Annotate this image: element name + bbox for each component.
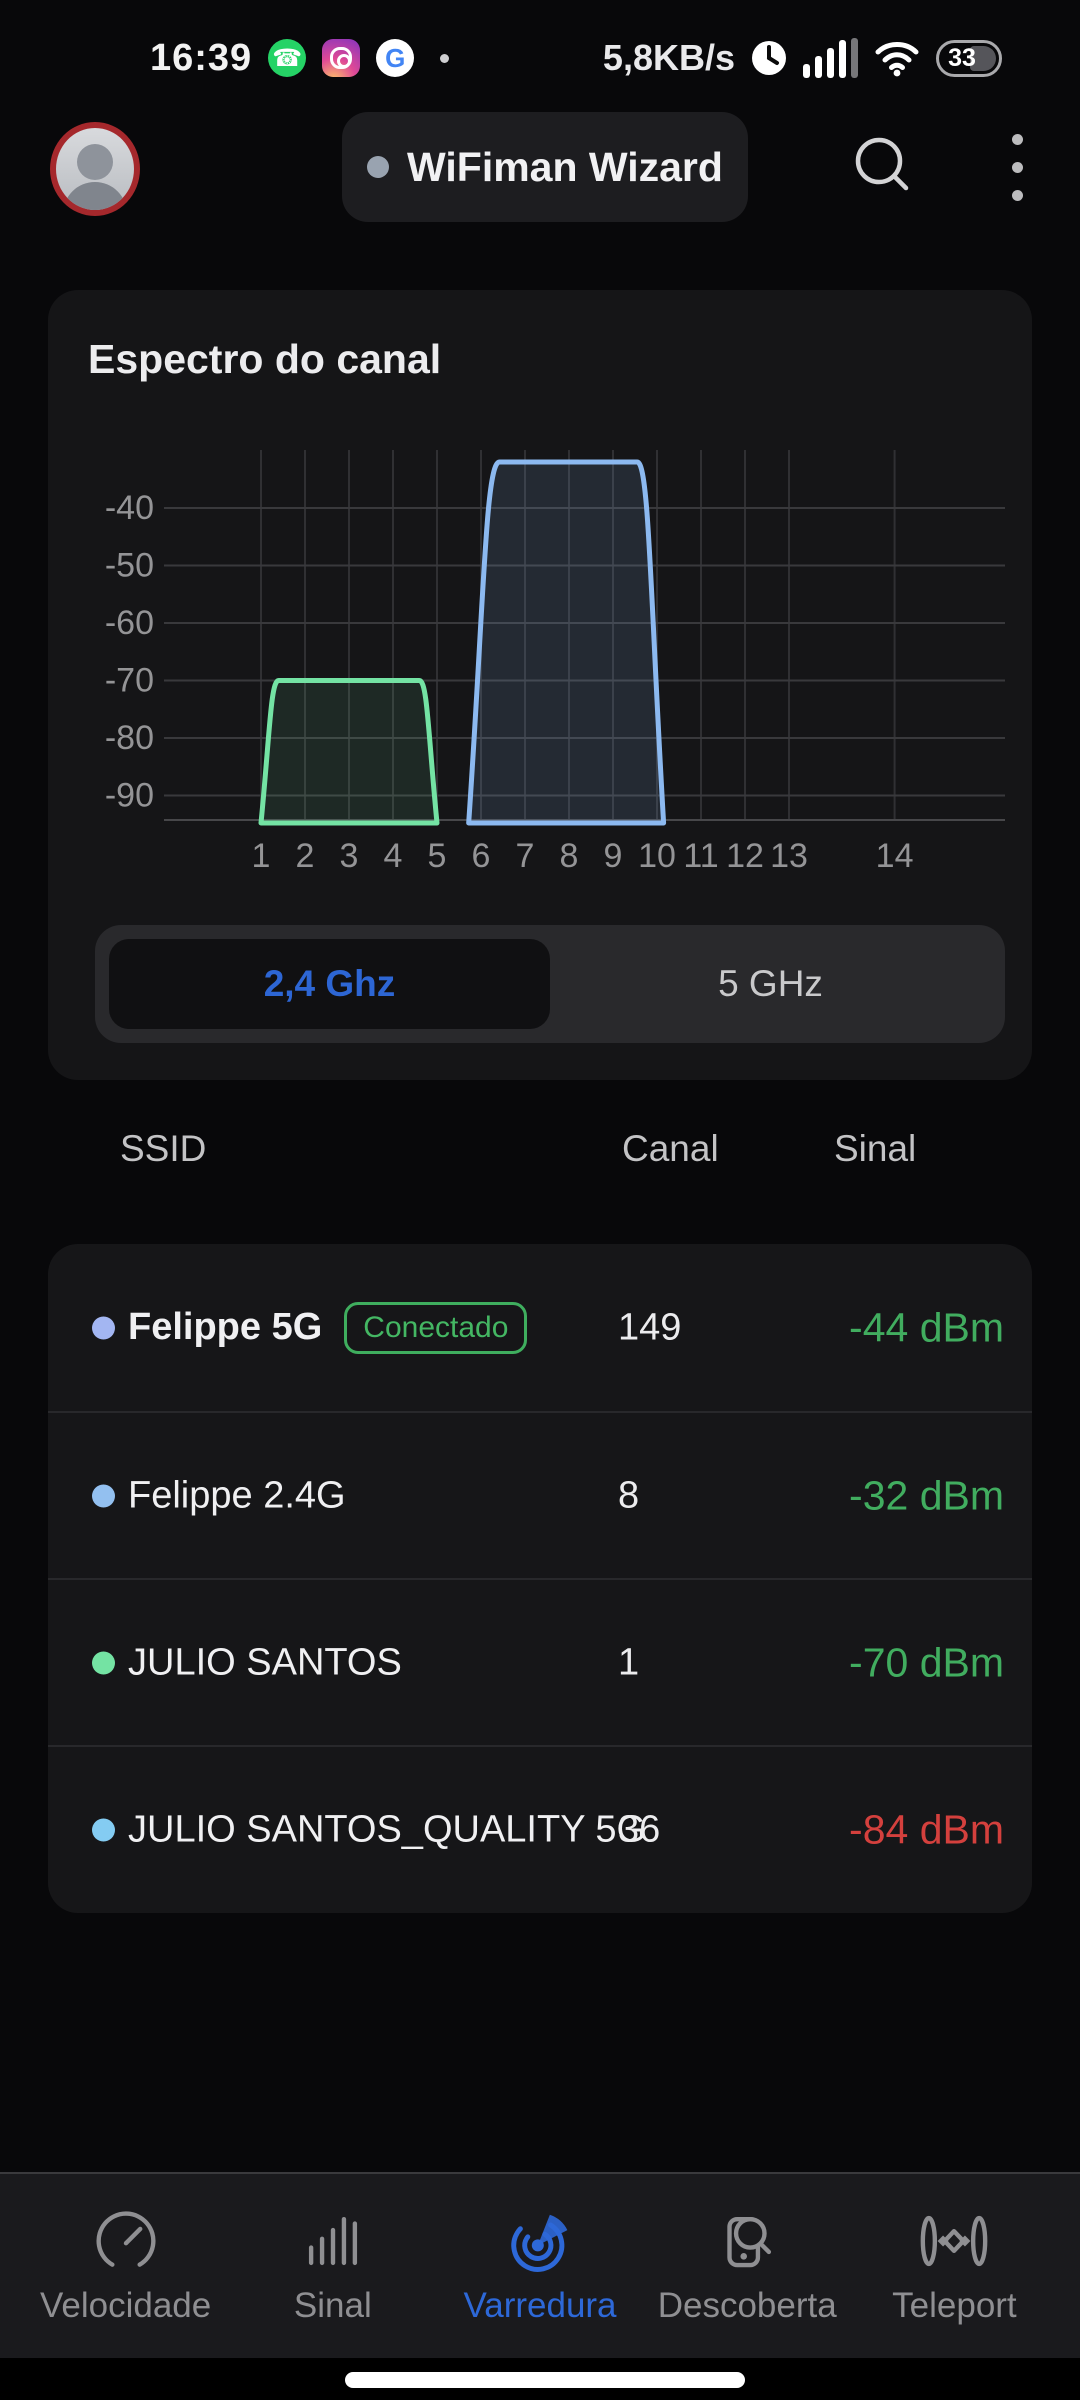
- app-title: WiFiman Wizard: [407, 143, 723, 190]
- status-bar: 16:39 ☎ G 5,8KB/s 33: [0, 18, 1080, 98]
- clock-time: 16:39: [150, 36, 253, 79]
- svg-text:11: 11: [683, 837, 718, 875]
- channel-value: 36: [618, 1808, 661, 1850]
- ssid-label: Felippe 5G: [128, 1306, 323, 1348]
- network-list-card: Felippe 5G Conectado 149 -44 dBm Felippe…: [48, 1244, 1032, 1913]
- nav-label: Velocidade: [39, 2286, 212, 2325]
- battery-icon: 33: [936, 39, 1002, 77]
- channel-value: 149: [618, 1306, 682, 1348]
- svg-text:5: 5: [428, 837, 447, 875]
- status-right: 5,8KB/s 33: [603, 37, 1002, 79]
- ssid-label: Felippe 2.4G: [128, 1474, 346, 1516]
- ssid-label: JULIO SANTOS: [128, 1641, 402, 1683]
- instagram-icon: [322, 39, 361, 77]
- network-color-dot: [92, 1651, 115, 1674]
- nav-item-varredura[interactable]: Varredura: [436, 2174, 643, 2358]
- overflow-menu-icon[interactable]: [992, 132, 1042, 202]
- signal-value: -84 dBm: [849, 1806, 1004, 1852]
- svg-text:-70: -70: [105, 662, 154, 700]
- signal-value: -32 dBm: [849, 1472, 1004, 1518]
- signal-value: -70 dBm: [849, 1639, 1004, 1685]
- battery-percent: 33: [948, 43, 976, 72]
- svg-text:6: 6: [472, 837, 491, 875]
- band-24ghz-button[interactable]: 2,4 Ghz: [109, 939, 550, 1029]
- signal-value: -44 dBm: [849, 1304, 1004, 1350]
- channel-spectrum-card: Espectro do canal -40 -50 -60 -70 -80 -90 1 2 3 4…: [48, 290, 1032, 1080]
- google-icon: G: [376, 39, 415, 77]
- gesture-area: [0, 2358, 1080, 2400]
- svg-text:-60: -60: [105, 604, 154, 642]
- notification-dot: [440, 53, 450, 63]
- signal-bars-icon: [308, 2216, 357, 2266]
- teleport-icon: [921, 2215, 988, 2267]
- svg-text:13: 13: [770, 837, 808, 875]
- table-row[interactable]: Felippe 5G Conectado 149 -44 dBm: [48, 1244, 1032, 1411]
- battery-fill: [970, 45, 996, 71]
- nav-label: Teleport: [892, 2286, 1017, 2325]
- home-indicator[interactable]: [345, 2372, 745, 2388]
- band-segmented-control: 2,4 Ghz 5 GHz: [95, 925, 1005, 1043]
- nav-item-velocidade[interactable]: Velocidade: [22, 2174, 229, 2358]
- nav-item-teleport[interactable]: Teleport: [851, 2174, 1058, 2358]
- svg-text:3: 3: [340, 837, 359, 875]
- column-header-ssid: SSID: [120, 1128, 207, 1169]
- network-color-dot: [92, 1818, 115, 1841]
- table-row[interactable]: JULIO SANTOS_QUALITY 5G 36 -84 dBm: [48, 1745, 1032, 1912]
- spectrum-chart: -40-50-60-70-80-901 2 3 4 5 6 7 8 9 10 11 12 13 14: [105, 450, 1005, 875]
- nav-item-descoberta[interactable]: Descoberta: [644, 2174, 851, 2358]
- data-usage-clock-icon: [752, 41, 786, 75]
- wifi-icon: [875, 42, 919, 77]
- whatsapp-icon: ☎: [268, 39, 307, 77]
- svg-text:14: 14: [876, 837, 914, 875]
- svg-text:-50: -50: [105, 547, 154, 585]
- column-header-canal: Canal: [622, 1128, 719, 1169]
- table-row[interactable]: JULIO SANTOS 1 -70 dBm: [48, 1578, 1032, 1745]
- ssid-label: JULIO SANTOS_QUALITY 5G: [128, 1808, 647, 1850]
- app-header: WiFiman Wizard: [0, 100, 1080, 230]
- app-title-pill[interactable]: WiFiman Wizard: [342, 112, 748, 222]
- svg-text:2: 2: [296, 837, 315, 875]
- bottom-navigation: Velocidade Sinal Varredura: [0, 2172, 1080, 2358]
- card-title: Espectro do canal: [88, 336, 442, 382]
- svg-text:7: 7: [516, 837, 535, 875]
- svg-text:-40: -40: [105, 489, 154, 527]
- connected-badge: Conectado: [344, 1301, 528, 1354]
- nav-label: Sinal: [293, 2286, 372, 2325]
- channel-value: 8: [618, 1474, 640, 1516]
- nav-item-sinal[interactable]: Sinal: [229, 2174, 436, 2358]
- cell-signal-icon: [803, 38, 858, 78]
- svg-text:9: 9: [604, 837, 623, 875]
- svg-text:-80: -80: [105, 719, 154, 757]
- band-5ghz-button[interactable]: 5 GHz: [718, 963, 823, 1004]
- table-row[interactable]: Felippe 2.4G 8 -32 dBm: [48, 1411, 1032, 1578]
- channel-value: 1: [618, 1641, 640, 1683]
- svg-text:-90: -90: [105, 777, 154, 815]
- status-left: 16:39 ☎ G: [150, 36, 450, 80]
- svg-text:1: 1: [252, 837, 271, 875]
- network-speed: 5,8KB/s: [602, 37, 735, 78]
- network-table-header: SSID Canal Sinal: [0, 1128, 1080, 1174]
- device-search-icon: [727, 2216, 772, 2268]
- svg-text:12: 12: [726, 837, 764, 875]
- column-header-sinal: Sinal: [834, 1128, 917, 1169]
- network-color-dot: [92, 1484, 115, 1507]
- radar-icon: [511, 2214, 568, 2272]
- speedometer-icon: [96, 2211, 156, 2267]
- network-color-dot: [92, 1316, 115, 1339]
- nav-label: Varredura: [463, 2286, 617, 2325]
- svg-text:8: 8: [560, 837, 579, 875]
- svg-text:4: 4: [384, 837, 403, 875]
- svg-text:10: 10: [638, 837, 676, 875]
- status-dot-icon: [367, 156, 390, 178]
- avatar[interactable]: [50, 122, 140, 216]
- search-icon[interactable]: [848, 130, 920, 202]
- nav-label: Descoberta: [657, 2286, 837, 2325]
